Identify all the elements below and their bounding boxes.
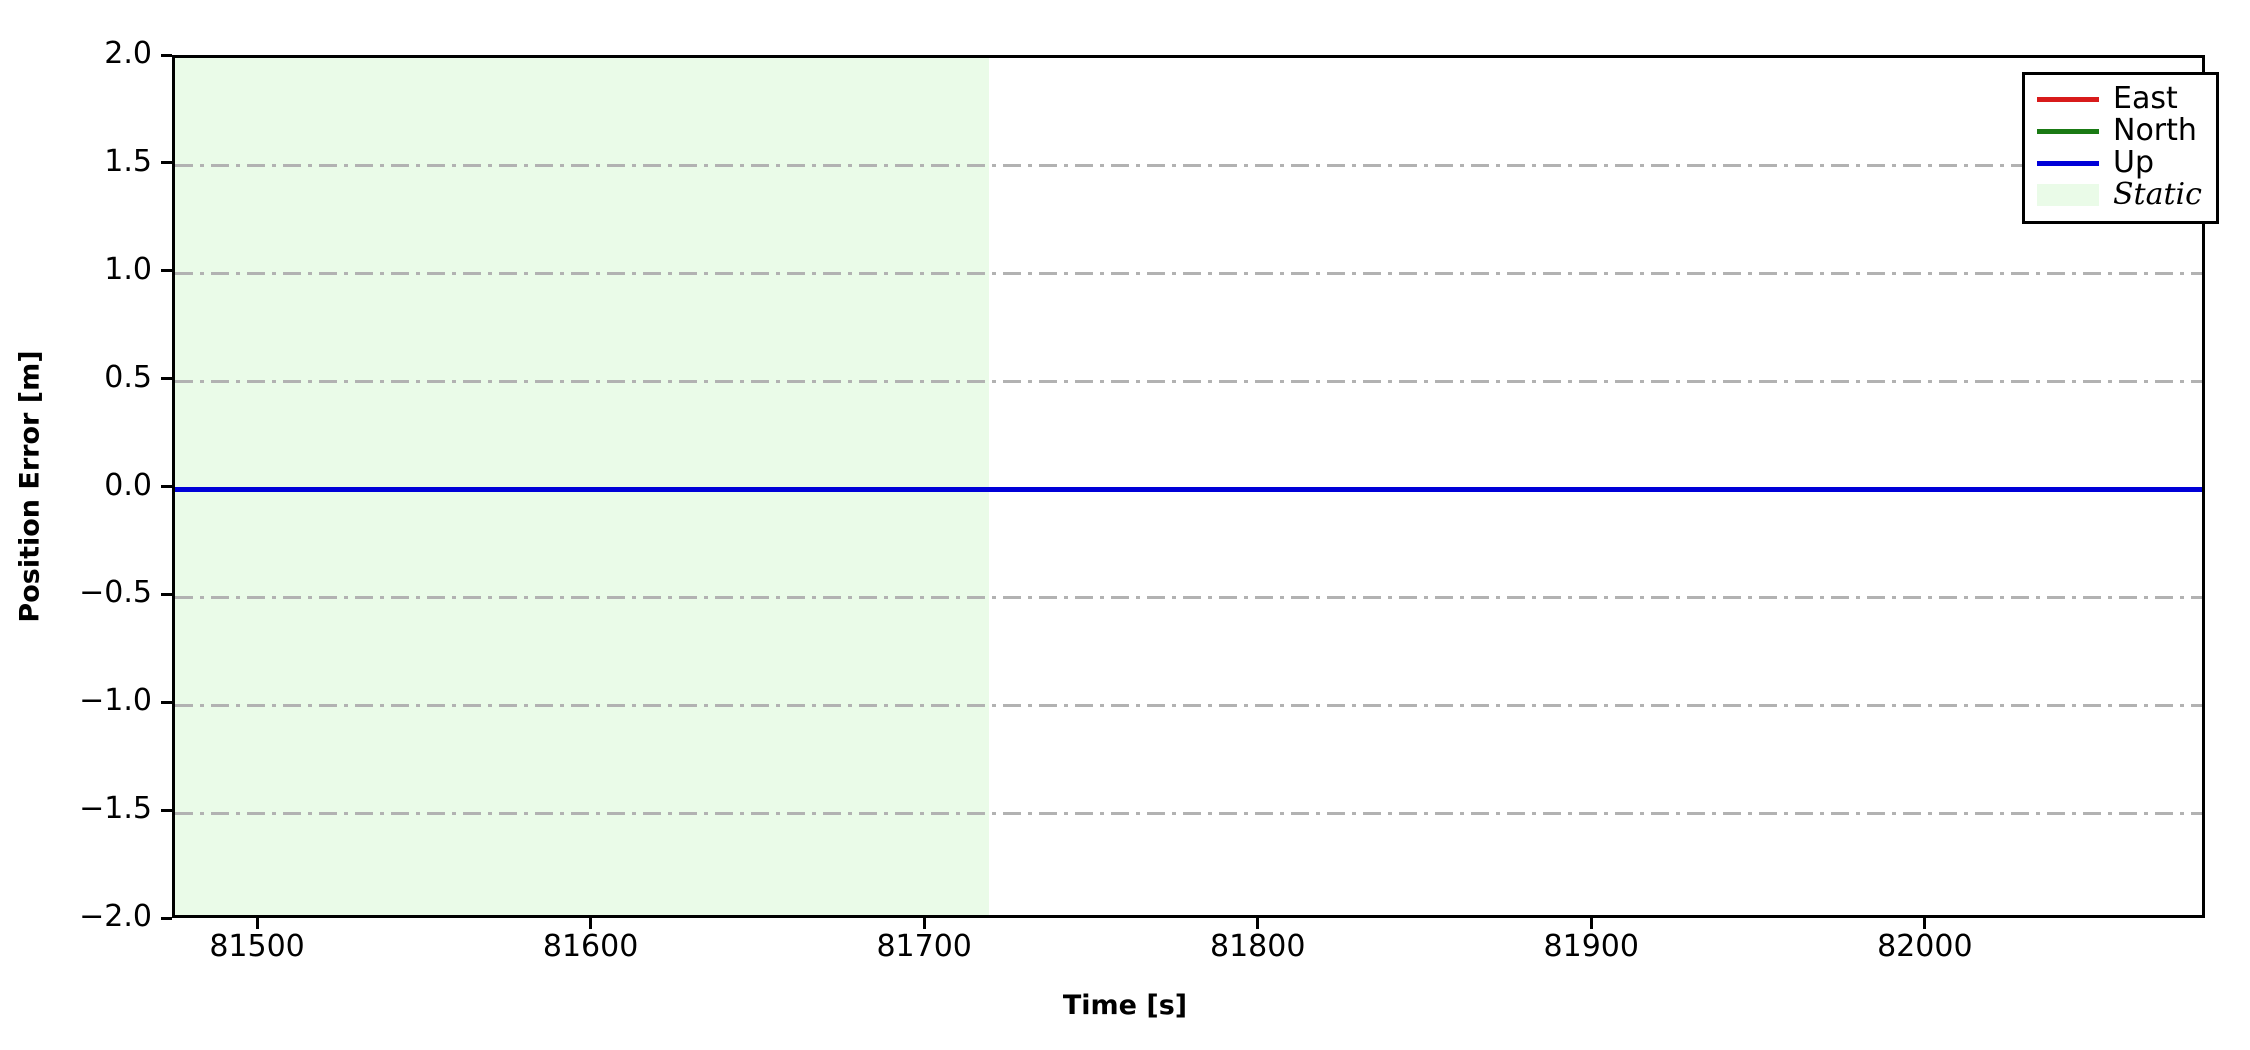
legend-swatch-east-icon	[2037, 96, 2099, 102]
y-tick-mark	[161, 592, 172, 596]
y-tick-label: 2.0	[104, 36, 152, 71]
x-tick-label: 82000	[1877, 929, 1973, 964]
x-axis-label: Time [s]	[1062, 990, 1188, 1021]
legend-label: Up	[2113, 145, 2155, 180]
legend-item-east[interactable]: East	[2037, 83, 2202, 115]
x-tick-mark	[922, 918, 926, 929]
legend-swatch-north-icon	[2037, 128, 2099, 134]
x-tick-label: 81700	[876, 929, 972, 964]
gridline-horizontal	[175, 811, 2202, 815]
y-tick-mark	[161, 377, 172, 381]
static-span-patch	[175, 58, 990, 915]
y-tick-mark	[161, 808, 172, 812]
legend-label: North	[2113, 113, 2197, 148]
y-tick-label: −1.0	[79, 683, 152, 719]
x-tick-mark	[1589, 918, 1593, 929]
y-tick-label: −0.5	[79, 575, 152, 611]
plot-area	[172, 55, 2205, 918]
y-tick-label: 1.0	[104, 251, 152, 287]
legend-swatch-up-icon	[2037, 160, 2099, 166]
legend-label: Static	[2113, 177, 2202, 212]
y-tick-label: 1.5	[104, 143, 152, 179]
legend-item-north[interactable]: North	[2037, 115, 2202, 147]
y-tick-label: 0.0	[104, 467, 152, 503]
y-tick-mark	[161, 161, 172, 165]
gridline-horizontal	[175, 164, 2202, 168]
legend[interactable]: East North Up Static	[2022, 72, 2219, 224]
x-tick-mark	[589, 918, 593, 929]
y-tick-mark	[161, 700, 172, 704]
y-tick-mark	[161, 269, 172, 273]
x-tick-mark	[255, 918, 259, 929]
y-tick-mark	[161, 916, 172, 920]
x-tick-label: 81600	[542, 929, 639, 964]
y-tick-label: −2.0	[79, 899, 152, 934]
y-tick-label: 0.5	[104, 359, 152, 395]
legend-item-up[interactable]: Up	[2037, 147, 2202, 179]
x-tick-label: 81500	[209, 929, 305, 964]
x-tick-mark	[1256, 918, 1260, 929]
series-line-up	[175, 487, 2202, 492]
y-tick-label: −1.5	[79, 791, 152, 827]
gridline-horizontal	[175, 380, 2202, 384]
gridline-horizontal	[175, 272, 2202, 276]
legend-item-static[interactable]: Static	[2037, 179, 2202, 211]
x-tick-label: 81900	[1543, 929, 1639, 964]
legend-label: East	[2113, 81, 2178, 116]
y-tick-mark	[161, 485, 172, 488]
y-tick-mark	[161, 53, 172, 57]
gridline-horizontal	[175, 595, 2202, 599]
x-tick-label: 81800	[1209, 929, 1306, 964]
gridline-horizontal	[175, 703, 2202, 707]
x-tick-mark	[1923, 918, 1927, 929]
legend-swatch-static-icon	[2037, 184, 2099, 206]
